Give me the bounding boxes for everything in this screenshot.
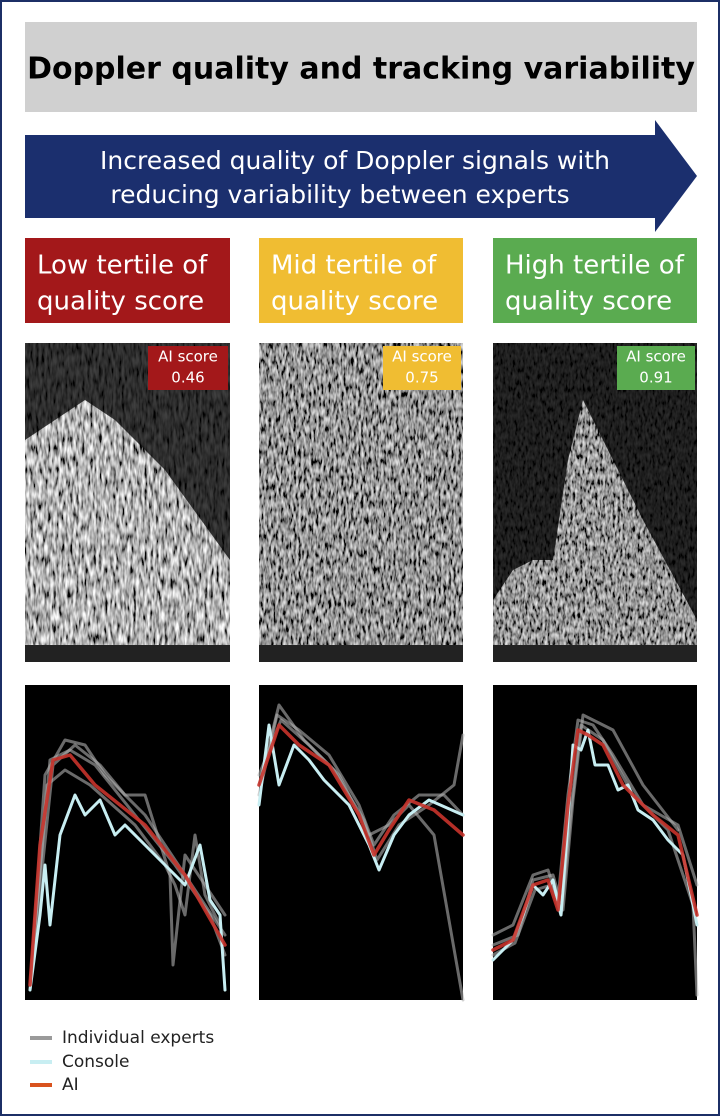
badge-label: AI score: [158, 348, 218, 366]
tertile-box: [493, 238, 697, 323]
title: Doppler quality and tracking variability: [27, 52, 695, 87]
expert-trace: [257, 703, 465, 862]
panel: Low tertile of quality score AI score 0.…: [25, 238, 230, 1000]
baseline: [259, 645, 463, 662]
doppler-mask: [493, 343, 697, 620]
ai-trace: [28, 753, 227, 987]
ai-trace: [491, 728, 699, 952]
badge: [383, 346, 461, 390]
tertile-text: quality score: [271, 287, 438, 317]
doppler-image: [259, 343, 463, 662]
badge: [617, 346, 695, 390]
arrow-text: reducing variability between experts: [110, 180, 569, 209]
console-trace: [28, 793, 227, 992]
arrow: [25, 120, 697, 232]
trace-bg: [493, 685, 697, 1000]
trace-panel: [491, 685, 699, 1000]
trace-bg: [25, 685, 230, 1000]
arrow-text: Increased quality of Doppler signals wit…: [100, 146, 610, 175]
badge-label: AI score: [626, 348, 686, 366]
ai-score: 0.46: [171, 369, 204, 387]
legend-label: Console: [62, 1052, 130, 1072]
panel: High tertile of quality score AI score 0…: [491, 238, 699, 1000]
trace-panel: [25, 685, 230, 1000]
trace-panel: [257, 685, 465, 1002]
panel: Mid tertile of quality score AI score 0.…: [257, 238, 465, 1002]
badge-label: AI score: [392, 348, 452, 366]
title-box: [25, 22, 697, 112]
legend-label: AI: [62, 1075, 79, 1095]
tertile-text: quality score: [505, 287, 672, 317]
tertile-text: Mid tertile of: [271, 251, 437, 281]
expert-trace: [257, 718, 465, 1002]
ai-score: 0.75: [405, 369, 438, 387]
badge: [148, 346, 228, 390]
tertile-box: [259, 238, 463, 323]
console-trace: [257, 723, 465, 872]
doppler-mask: [25, 343, 230, 560]
tertile-box: [25, 238, 230, 323]
ai-trace: [257, 723, 465, 857]
baseline: [25, 645, 230, 662]
tertile-text: quality score: [37, 287, 204, 317]
legend-label: Individual experts: [62, 1028, 214, 1048]
tertile-text: Low tertile of: [37, 251, 208, 281]
ai-score: 0.91: [639, 369, 672, 387]
baseline: [493, 645, 697, 662]
trace-bg: [259, 685, 463, 1000]
tertile-text: High tertile of: [505, 251, 685, 281]
